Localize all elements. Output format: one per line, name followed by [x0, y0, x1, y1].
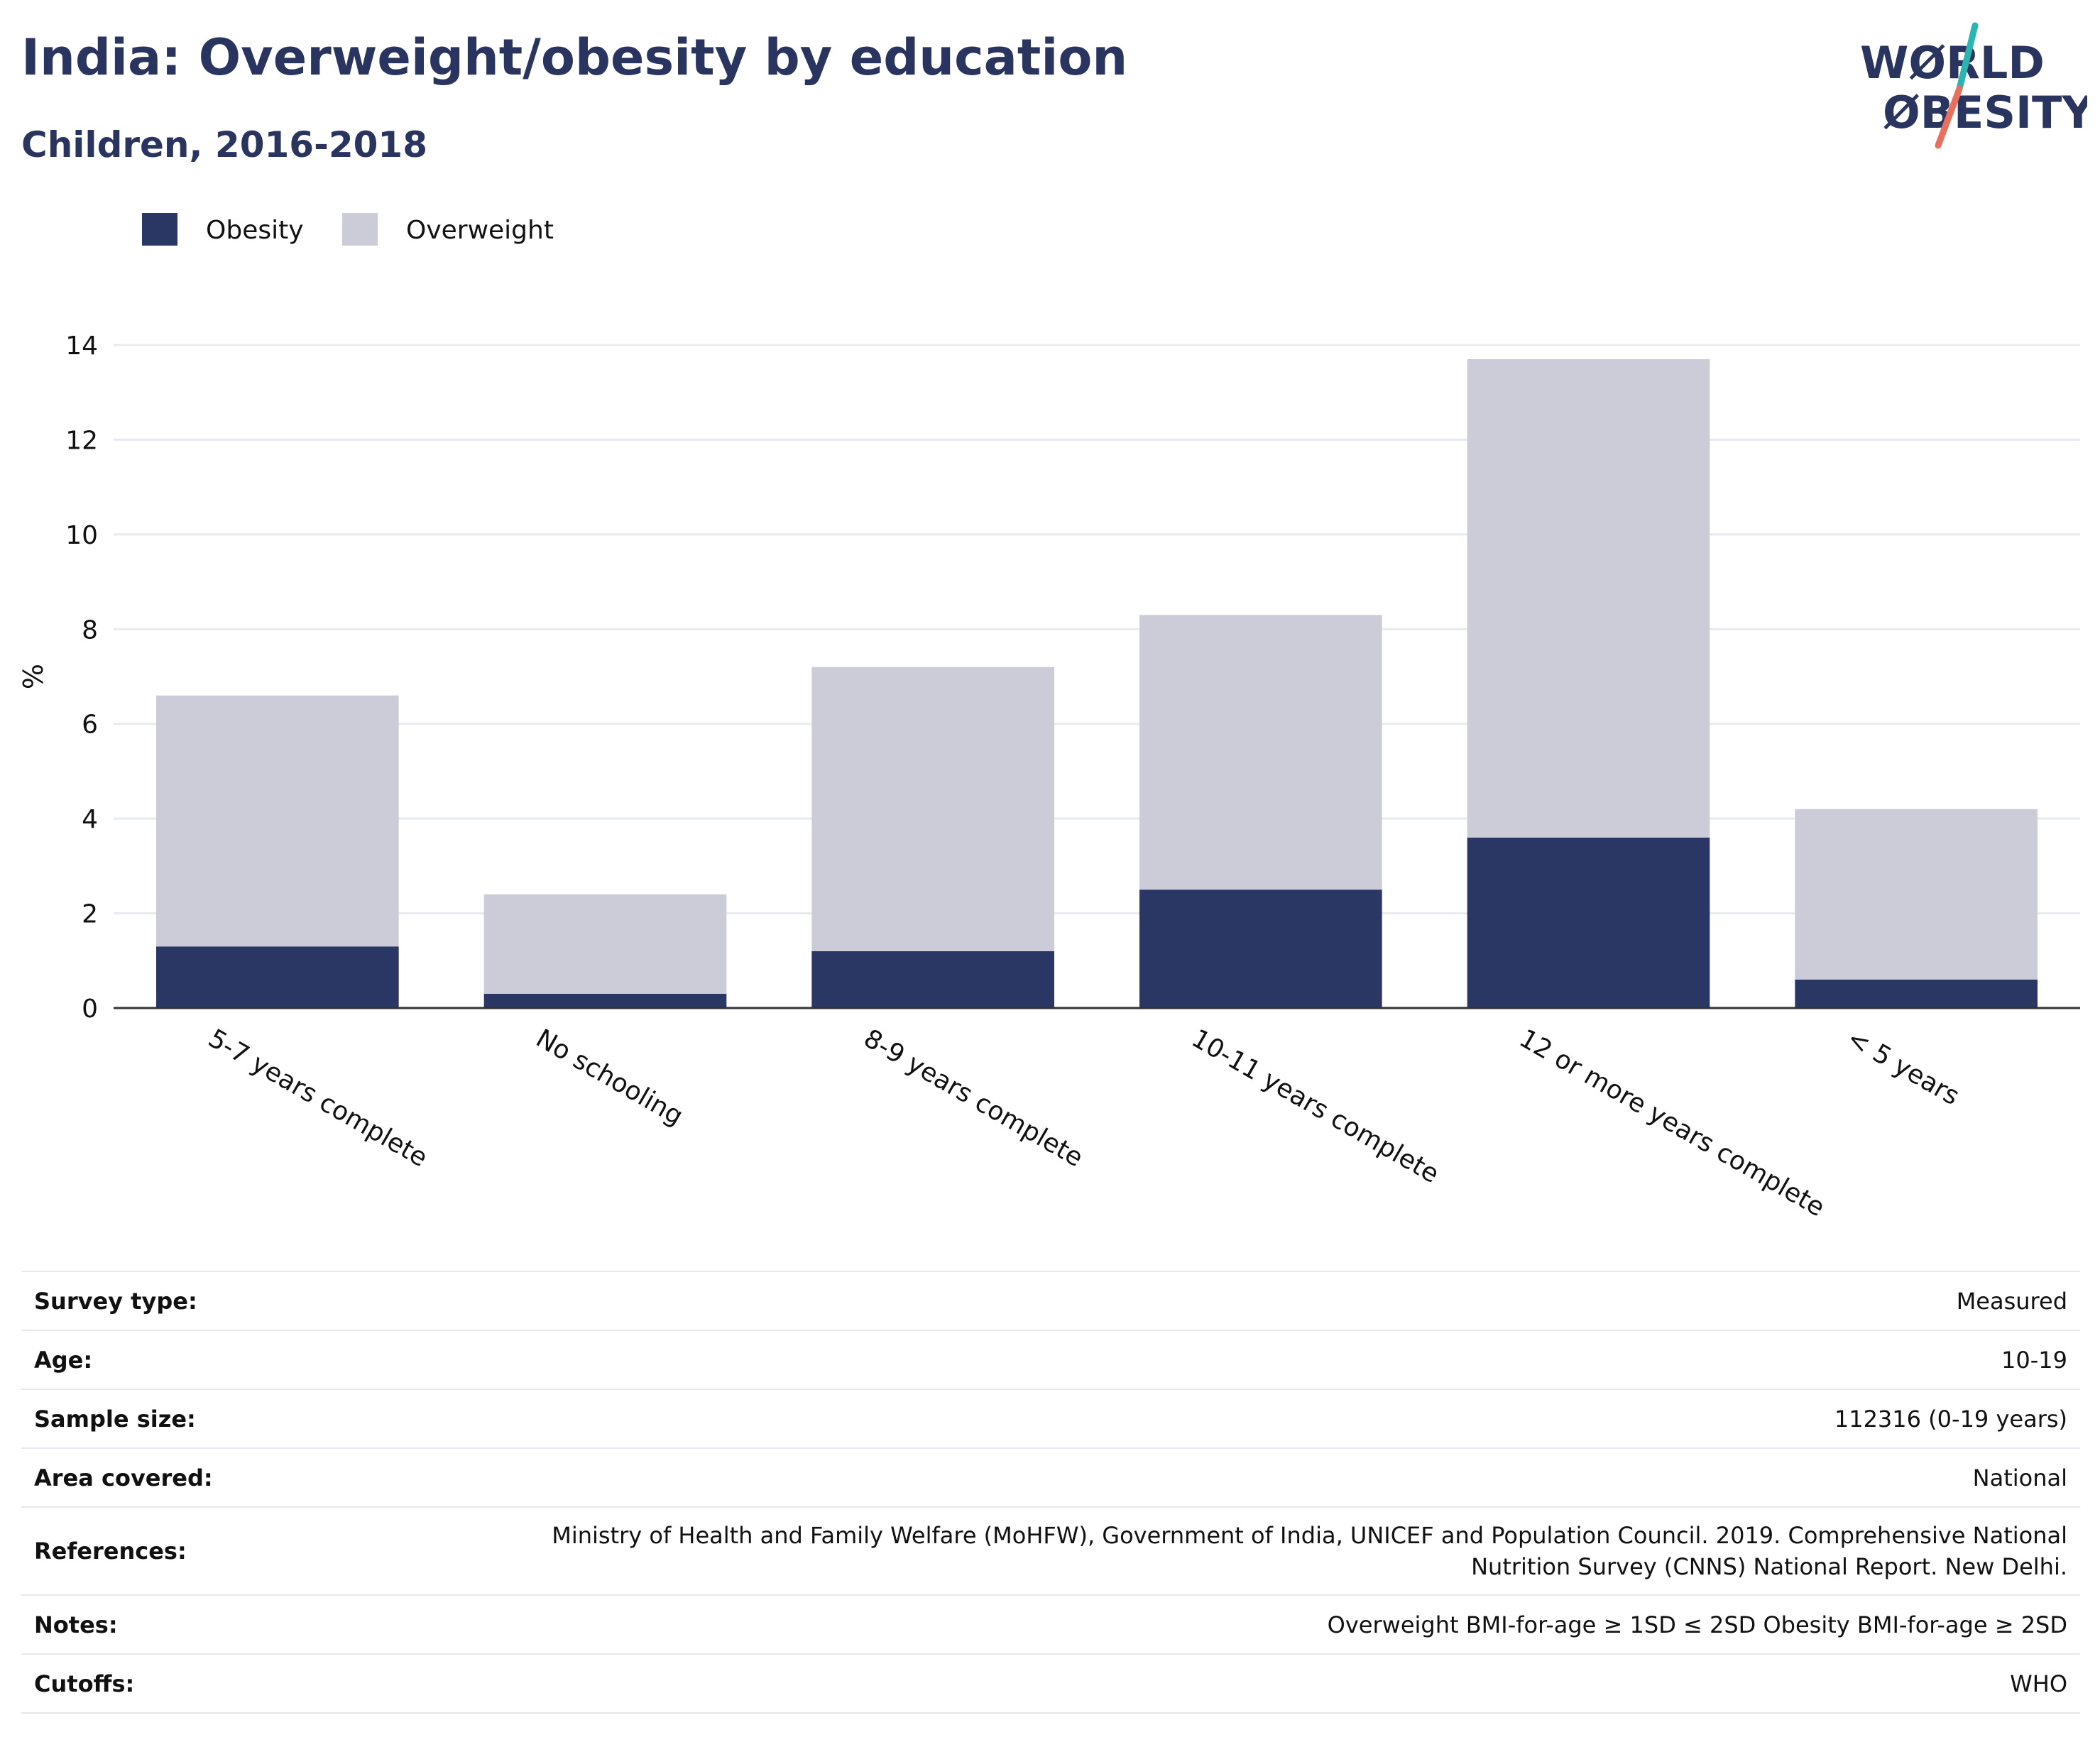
metadata-value-text: WHO [2010, 1670, 2067, 1697]
y-tick-label: 14 [65, 332, 98, 361]
bar-obesity [1795, 979, 2038, 1008]
y-tick-label: 4 [82, 805, 98, 834]
bar-overweight [811, 667, 1054, 951]
logo-text-line1: WØRLD [1860, 37, 2045, 89]
y-tick-label: 12 [65, 426, 98, 455]
stacked-bar-chart: Obesity Overweight 0 2 4 6 8 10 12 14 5-7 years… [18, 213, 2080, 1222]
legend: Obesity Overweight [142, 213, 554, 246]
x-tick-label: 12 or more years complete [1514, 1024, 1830, 1222]
logo-slash-top [1956, 22, 1979, 92]
metadata-row: Survey type: Measured [21, 1271, 2080, 1330]
bar-obesity [1467, 837, 1710, 1008]
metadata-row: Age: 10-19 [21, 1330, 2080, 1389]
metadata-table: Survey type: Measured Age: 10-19 Sample size… [21, 1271, 2080, 1714]
metadata-value-text: Overweight BMI-for-age ≥ 1SD ≤ 2SD Obesi… [1327, 1611, 2067, 1638]
metadata-key: Notes: [21, 1594, 432, 1654]
x-tick-label: < 5 years [1842, 1024, 1964, 1111]
metadata-value: 112316 (0-19 years) [432, 1389, 2080, 1448]
chart-title: India: Overweight/obesity by education [21, 28, 1128, 87]
metadata-key: Age: [21, 1330, 432, 1389]
legend-swatch-obesity [142, 213, 177, 246]
world-obesity-logo: WØRLD ØBESITY [1860, 22, 2087, 149]
x-tick-label: 8-9 years complete [859, 1024, 1088, 1173]
logo-text-line2: ØBESITY [1883, 87, 2087, 138]
y-tick-label: 10 [65, 521, 98, 550]
chart-subtitle: Children, 2016-2018 [21, 124, 427, 165]
metadata-key: Cutoffs: [21, 1653, 432, 1714]
metadata-key: Survey type: [21, 1271, 432, 1330]
metadata-row: References: Ministry of Health and Family… [21, 1506, 2080, 1595]
legend-swatch-overweight [342, 213, 378, 246]
y-axis-label: % [18, 664, 49, 689]
x-tick-label: 10-11 years complete [1186, 1024, 1443, 1189]
bar-overweight [1139, 615, 1382, 890]
metadata-value-text: National [1972, 1464, 2067, 1491]
bar-obesity [156, 946, 399, 1008]
metadata-value-text: Ministry of Health and Family Welfare (M… [552, 1522, 2067, 1580]
metadata-value-text: 10-19 [2001, 1346, 2067, 1374]
bar-overweight [1467, 359, 1710, 838]
y-tick-label: 2 [82, 900, 98, 929]
legend-label-obesity: Obesity [206, 216, 304, 245]
bar-overweight [156, 695, 399, 947]
bar-overweight [1795, 809, 2038, 980]
metadata-row: Cutoffs: WHO [21, 1653, 2080, 1714]
metadata-key: References: [21, 1506, 432, 1595]
bar-obesity [1139, 889, 1382, 1008]
logo-slash-bottom [1935, 85, 1963, 149]
y-tick-label: 0 [82, 995, 98, 1024]
legend-label-overweight: Overweight [406, 216, 554, 245]
bar-obesity [811, 951, 1054, 1008]
y-tick-label: 8 [82, 615, 98, 645]
metadata-row: Area covered: National [21, 1447, 2080, 1507]
y-tick-label: 6 [82, 711, 98, 740]
metadata-row: Notes: Overweight BMI-for-age ≥ 1SD ≤ 2SD… [21, 1594, 2080, 1654]
metadata-value: Overweight BMI-for-age ≥ 1SD ≤ 2SD Obesi… [432, 1594, 2080, 1654]
metadata-value: Ministry of Health and Family Welfare (M… [432, 1506, 2080, 1595]
metadata-value: 10-19 [432, 1330, 2080, 1389]
metadata-key: Area covered: [21, 1447, 432, 1507]
metadata-value-text: Measured [1956, 1287, 2067, 1315]
metadata-value: National [432, 1447, 2080, 1507]
metadata-key: Sample size: [21, 1389, 432, 1448]
x-tick-label: 5-7 years complete [203, 1024, 432, 1173]
metadata-value: WHO [432, 1653, 2080, 1714]
bar-overweight [483, 894, 727, 994]
x-tick-label: No schooling [531, 1024, 688, 1131]
metadata-row: Sample size: 112316 (0-19 years) [21, 1389, 2080, 1448]
bar-obesity [483, 993, 727, 1008]
metadata-value-text: 112316 (0-19 years) [1834, 1405, 2067, 1433]
metadata-value: Measured [432, 1271, 2080, 1330]
